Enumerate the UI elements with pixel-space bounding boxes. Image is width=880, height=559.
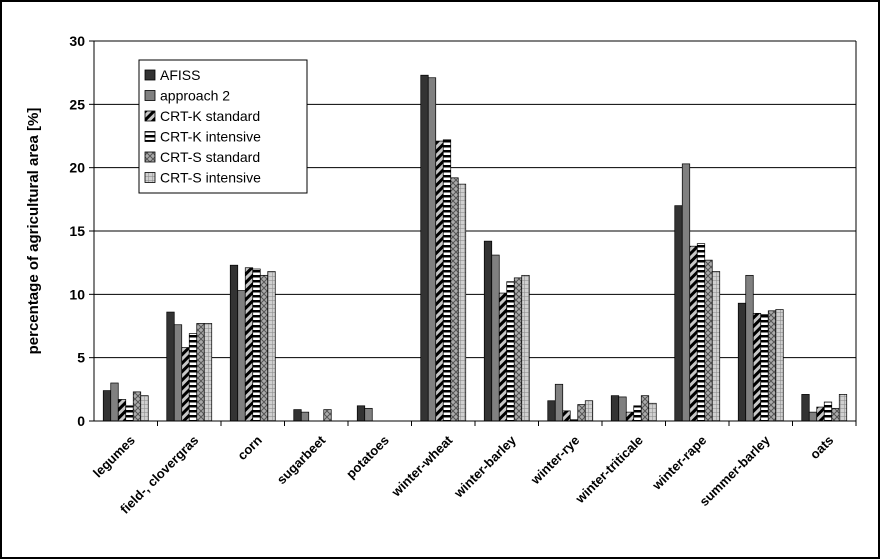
bar [203,323,213,422]
bar [132,391,142,422]
y-tick-label: 30 [69,33,85,49]
bar [450,177,459,422]
bar [823,401,833,422]
bar [166,311,175,422]
x-tick-label: legumes [90,433,138,481]
bar [125,405,134,422]
bar [775,309,784,422]
bar [498,292,508,422]
bar [420,74,429,422]
x-tick-label: winter-rape [649,433,710,494]
legend-label: CRT-K standard [160,108,260,124]
bar [102,390,112,422]
bar [547,400,556,422]
bar [140,395,149,422]
bar [323,409,332,422]
y-tick-label: 25 [69,96,85,112]
legend-swatch [144,172,156,183]
bar [293,409,302,422]
bar [442,139,452,422]
bar [521,274,530,422]
bar [752,312,762,422]
y-tick-label: 20 [69,160,85,176]
bar [513,277,523,422]
legend-swatch [144,151,156,163]
legend-label: AFISS [160,67,200,83]
legend-swatch [144,69,156,81]
bars [102,74,848,422]
bar [252,268,261,422]
bar [704,259,713,422]
legend-swatch [144,131,156,142]
bar [554,383,564,422]
bar [300,411,310,422]
bar [640,395,650,422]
bar [610,395,620,422]
legend-label: CRT-K intensive [160,129,261,145]
bar [816,406,825,422]
bar [244,267,254,422]
x-tick-label: winter-triticale [572,433,646,507]
bar [117,399,127,422]
bar [267,271,276,422]
bar [181,347,190,422]
bar [237,290,246,422]
x-tick-label: sugarbeet [274,432,329,487]
bar [562,410,571,422]
bar [711,271,721,422]
x-tick-label: winter-rye [527,433,582,488]
legend-box [138,59,308,194]
bar [689,245,698,422]
bar [506,281,515,422]
legend-swatch [144,90,156,101]
bar [674,205,683,422]
y-tick-label: 15 [69,223,85,239]
bar [196,323,205,422]
legend-label: CRT-S standard [160,149,260,165]
bar [483,240,493,422]
bar [681,163,691,422]
bar [808,411,818,422]
bar [229,264,239,422]
bar [188,333,198,422]
bar [801,394,810,422]
bar [435,140,444,422]
bar [577,404,586,422]
legend: AFISS approach 2 CRT-K standard CRT-K inten… [138,59,308,194]
y-tick-label: 0 [77,413,85,429]
x-tick-label: oats [807,433,837,463]
y-tick-label: 10 [69,286,85,302]
bar [648,402,657,422]
bar [737,302,747,422]
legend-label: CRT-S intensive [160,170,261,186]
legend-swatch [144,110,156,122]
legend-label: approach 2 [160,88,230,104]
bar [633,405,642,422]
x-tick-label: potatoes [343,433,392,482]
x-tick-label: corn [234,432,265,463]
bar [760,314,769,422]
bar [838,394,848,422]
bar [696,243,706,422]
bar [625,411,635,422]
bar [584,400,594,422]
bar [259,274,269,422]
bar [356,405,366,422]
bar [427,77,437,422]
bar [745,274,754,422]
bar [110,382,119,422]
bar [831,407,840,422]
y-tick-label: 5 [77,350,85,366]
bar [767,310,777,422]
y-axis-label: percentage of agricultural area [%] [25,108,42,355]
bar [618,396,627,422]
bar [173,324,183,422]
bar [364,407,373,422]
bar [491,254,500,422]
x-tick-label: winter-wheat [388,432,456,500]
bar [457,183,467,422]
x-tick-label: winter-barley [450,432,519,501]
